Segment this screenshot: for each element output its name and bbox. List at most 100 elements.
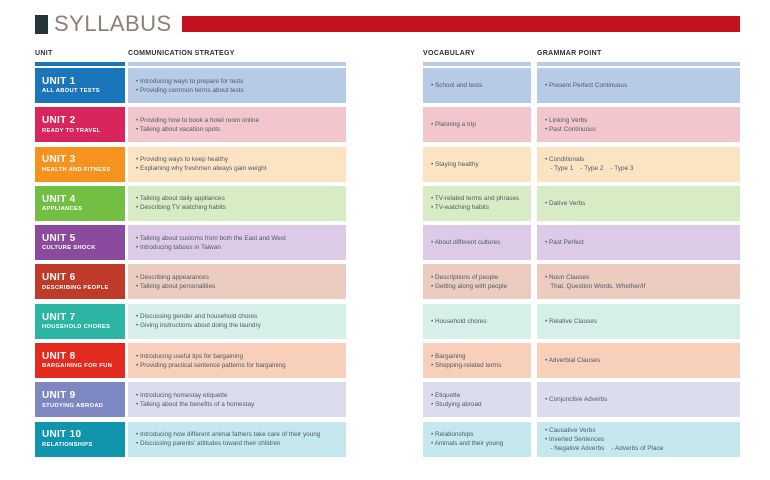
unit-row: UNIT 8 BARGAINING FOR FUN • Introducing us… (35, 343, 740, 379)
text-line: • Descriptions of people (431, 273, 499, 281)
unit-subtitle: ALL ABOUT TESTS (42, 88, 100, 95)
text-line: • Noun Clauses (545, 273, 590, 281)
unit-subtitle: DESCRIBING PEOPLE (42, 284, 109, 291)
vocabulary-cell: • Staying healthy (423, 146, 531, 182)
text-line: That, Question Words, Whether/If (545, 282, 646, 290)
grammar-point-cell: • Causative Verbs • Inverted Sentences - … (537, 421, 740, 457)
grammar-point-cell: • Linking Verbs • Past Continuous (537, 107, 740, 143)
text-line: • Present Perfect Continuous (545, 82, 628, 89)
unit-cell: UNIT 5 CULTURE SHOCK (35, 225, 125, 261)
text-line: • Adverbial Clauses (545, 357, 601, 365)
column-header-vocabulary-label: VOCABULARY (423, 50, 476, 57)
column-header-grammar-point: GRAMMAR POINT (537, 50, 740, 66)
vocabulary-cell: • Planning a trip (423, 107, 531, 143)
text-line: • Dative Verbs (545, 199, 586, 207)
text-line: • Providing practical sentence patterns … (136, 361, 286, 369)
text-line: • Staying healthy (431, 160, 479, 168)
unit-row: UNIT 1 ALL ABOUT TESTS • Introducing ways … (35, 68, 740, 103)
grammar-point-cell: • Adverbial Clauses (537, 343, 740, 379)
unit-subtitle: BARGAINING FOR FUN (42, 363, 113, 370)
unit-subtitle: STUDYING ABROAD (42, 402, 104, 409)
communication-strategy-cell: • Providing how to book a hotel room onl… (128, 107, 346, 143)
unit-cell: UNIT 4 APPLIANCES (35, 185, 125, 221)
title-square-icon (35, 14, 48, 34)
text-line: • Past Perfect (545, 239, 584, 247)
unit-cell: UNIT 10 RELATIONSHIPS (35, 421, 125, 457)
text-line: • Providing how to book a hotel room onl… (136, 116, 260, 124)
text-line: • Talking about personalities (136, 282, 216, 290)
text-line: • About different cultures (431, 239, 501, 247)
unit-cell: UNIT 8 BARGAINING FOR FUN (35, 343, 125, 379)
text-line: • Relative Clauses (545, 317, 597, 325)
unit-subtitle: APPLIANCES (42, 206, 83, 213)
grammar-point-cell: • Dative Verbs (537, 185, 740, 221)
text-line: • Planning a trip (431, 121, 476, 129)
text-line: • Providing ways to keep healthy (136, 156, 229, 164)
text-line: • Introducing useful tips for bargaining (136, 352, 244, 360)
text-line: • Explaining why freshmen always gain we… (136, 165, 267, 173)
unit-row: UNIT 6 DESCRIBING PEOPLE • Describing appe… (35, 264, 740, 300)
vocabulary-cell: • Household chores (423, 303, 531, 339)
unit-row: UNIT 3 HEALTH AND FITNESS • Providing ways… (35, 146, 740, 182)
text-line: • Talking about daily appliances (136, 195, 225, 203)
text-line: • Conjunctive Adverbs (545, 396, 608, 404)
text-line: • Conditionals (545, 156, 585, 164)
unit-number: UNIT 7 (42, 311, 76, 323)
unit-number: UNIT 9 (42, 390, 76, 402)
communication-strategy-cell: • Describing appearances • Talking about … (128, 264, 346, 300)
text-line: • Animals and their young (431, 440, 504, 448)
unit-cell: UNIT 1 ALL ABOUT TESTS (35, 68, 125, 103)
vocabulary-cell: • About different cultures (423, 225, 531, 261)
text-line: • Introducing how different animal fathe… (136, 431, 321, 439)
text-line: • Introducing ways to prepare for tests (136, 77, 244, 85)
unit-cell: UNIT 9 STUDYING ABROAD (35, 382, 125, 418)
unit-row: UNIT 10 RELATIONSHIPS • Introducing how di… (35, 421, 740, 457)
communication-strategy-cell: • Introducing useful tips for bargaining… (128, 343, 346, 379)
text-line: • Providing common terms about tests (136, 86, 244, 94)
communication-strategy-cell: • Introducing ways to prepare for tests •… (128, 68, 346, 103)
communication-strategy-cell: • Talking about daily appliances • Descri… (128, 185, 346, 221)
unit-number: UNIT 1 (42, 75, 76, 87)
unit-cell: UNIT 7 HOUSEHOLD CHORES (35, 303, 125, 339)
text-line: • Giving instructions about doing the la… (136, 322, 261, 330)
vocabulary-cell: • Relationships • Animals and their young (423, 421, 531, 457)
column-header-grammar-point-underline (537, 62, 740, 66)
text-line: • Studying abroad (431, 400, 482, 408)
column-header-unit-label: UNIT (35, 50, 53, 57)
text-line: • Etiquette (431, 391, 461, 399)
text-line: • Introducing taboos in Taiwan (136, 243, 221, 251)
grammar-point-cell: • Past Perfect (537, 225, 740, 261)
text-line: • TV-watching habits (431, 204, 489, 212)
communication-strategy-cell: • Talking about customs from both the Ea… (128, 225, 346, 261)
communication-strategy-cell: • Introducing how different animal fathe… (128, 421, 346, 457)
unit-row: UNIT 9 STUDYING ABROAD • Introducing homes… (35, 382, 740, 418)
vocabulary-cell: • School and tests (423, 68, 531, 103)
text-line: • TV-related terms and phrases (431, 195, 520, 203)
text-line: - Negative Adverbs - Adverbs of Place (545, 444, 664, 452)
vocabulary-cell: • TV-related terms and phrases • TV-watch… (423, 185, 531, 221)
unit-subtitle: HEALTH AND FITNESS (42, 166, 111, 173)
unit-number: UNIT 4 (42, 193, 76, 205)
unit-cell: UNIT 6 DESCRIBING PEOPLE (35, 264, 125, 300)
unit-number: UNIT 8 (42, 350, 76, 362)
unit-number: UNIT 10 (42, 429, 82, 441)
unit-number: UNIT 3 (42, 154, 76, 166)
column-header-communication-strategy-label: COMMUNICATION STRATEGY (128, 50, 235, 57)
unit-cell: UNIT 3 HEALTH AND FITNESS (35, 146, 125, 182)
unit-cell: UNIT 2 READY TO TRAVEL (35, 107, 125, 143)
vocabulary-cell: • Bargaining • Shopping-related terms (423, 343, 531, 379)
text-line: • Shopping-related terms (431, 361, 502, 369)
communication-strategy-cell: • Introducing homestay etiquette • Talkin… (128, 382, 346, 418)
vocabulary-cell: • Descriptions of people • Getting along … (423, 264, 531, 300)
text-line: • Talking about customs from both the Ea… (136, 234, 286, 242)
column-header-unit-underline (35, 62, 125, 66)
unit-subtitle: HOUSEHOLD CHORES (42, 324, 111, 331)
unit-subtitle: CULTURE SHOCK (42, 245, 96, 252)
grammar-point-cell: • Present Perfect Continuous (537, 68, 740, 103)
unit-row: UNIT 7 HOUSEHOLD CHORES • Discussing gende… (35, 303, 740, 339)
text-line: • Describing TV watching habits (136, 204, 226, 212)
unit-row: UNIT 4 APPLIANCES • Talking about daily ap… (35, 185, 740, 221)
text-line: • Inverted Sentences (545, 435, 605, 443)
text-line: • Talking about the benefits of a homest… (136, 400, 255, 408)
